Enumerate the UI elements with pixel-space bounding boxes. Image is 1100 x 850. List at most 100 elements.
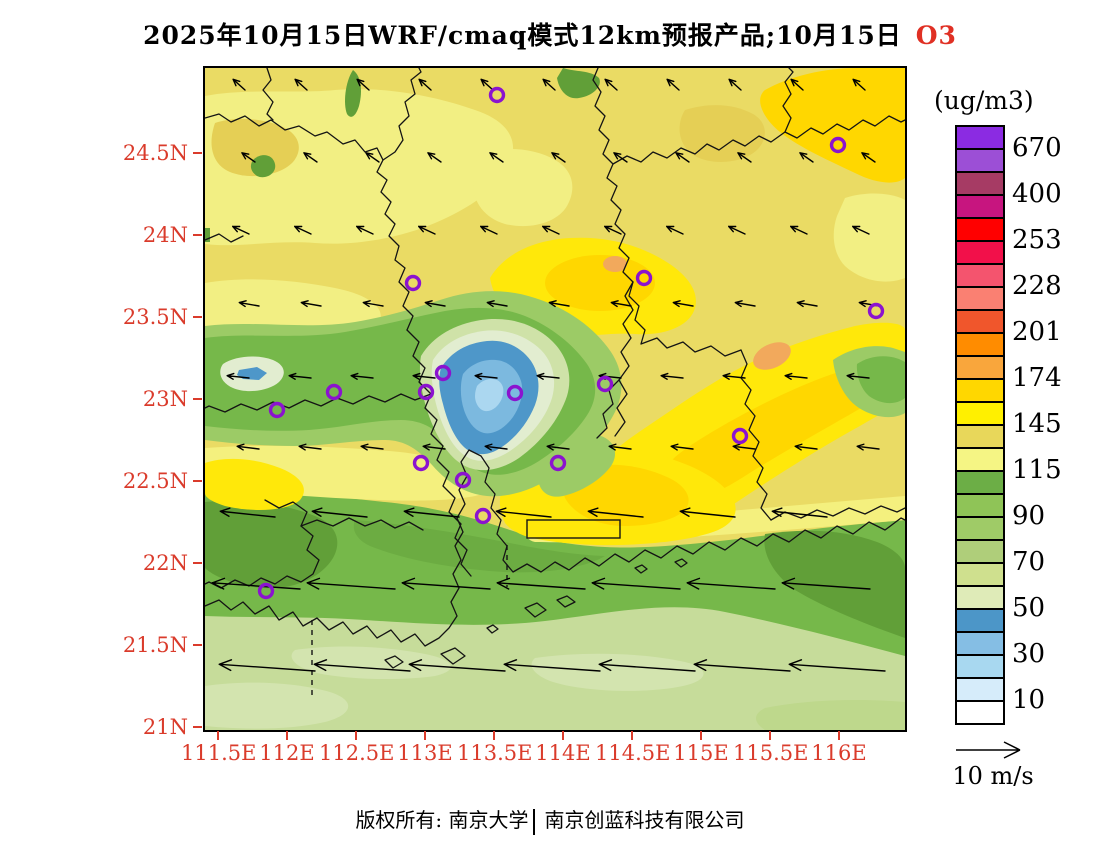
wind-arrow bbox=[722, 372, 746, 380]
wind-arrow bbox=[613, 152, 628, 163]
wind-arrow bbox=[313, 659, 411, 672]
lon-tick-label: 113.5E bbox=[457, 741, 533, 765]
colorbar-cell bbox=[957, 679, 1003, 702]
city-station-marker bbox=[596, 375, 614, 393]
wind-arrow bbox=[679, 507, 736, 518]
copyright-owner: 版权所有: 南京大学 bbox=[355, 808, 529, 832]
wind-arrow bbox=[412, 372, 436, 380]
wind-arrow bbox=[608, 443, 632, 451]
lon-tick-mark bbox=[493, 731, 495, 740]
lon-tick-mark bbox=[700, 731, 702, 740]
lat-tick-mark bbox=[193, 398, 202, 400]
station-markers bbox=[257, 86, 885, 600]
colorbar-tick-label: 90 bbox=[1012, 501, 1046, 531]
wind-arrow bbox=[603, 225, 622, 235]
wind-arrow bbox=[427, 152, 442, 163]
colorbar-tick-label: 253 bbox=[1012, 225, 1062, 255]
wind-arrow bbox=[350, 372, 374, 380]
colorbar-cell bbox=[957, 357, 1003, 380]
title-pollutant: O3 bbox=[915, 21, 957, 50]
wind-arrow bbox=[355, 225, 374, 235]
wind-arrow bbox=[794, 443, 818, 451]
footer-divider bbox=[532, 808, 535, 835]
wind-arrow bbox=[852, 78, 866, 91]
lon-tick-mark bbox=[286, 731, 288, 740]
region-inset-box bbox=[526, 519, 621, 539]
lon-tick-mark bbox=[355, 731, 357, 740]
colorbar-cell bbox=[957, 610, 1003, 633]
colorbar-tick-label: 70 bbox=[1012, 547, 1046, 577]
colorbar-tick-label: 145 bbox=[1012, 409, 1062, 439]
wind-arrow bbox=[362, 300, 384, 308]
wind-arrow bbox=[303, 152, 318, 163]
colorbar-cell bbox=[957, 702, 1003, 723]
colorbar-tick-label: 115 bbox=[1012, 455, 1062, 485]
wind-arrow bbox=[422, 443, 446, 451]
wind-arrow bbox=[672, 300, 694, 308]
wind-arrow bbox=[298, 443, 322, 451]
wind-arrow bbox=[480, 78, 494, 91]
wind-arrow bbox=[360, 443, 384, 451]
wind-arrow bbox=[541, 225, 560, 235]
wind-arrow bbox=[675, 152, 690, 163]
colorbar-cell bbox=[957, 311, 1003, 334]
wind-arrow bbox=[365, 152, 380, 163]
terrain-contours bbox=[205, 68, 905, 730]
wind-arrow bbox=[241, 152, 256, 163]
wind-arrow bbox=[536, 372, 560, 380]
city-station-marker bbox=[268, 401, 286, 419]
wind-arrow bbox=[486, 300, 508, 308]
wind-arrow bbox=[784, 372, 808, 380]
colorbar-cell bbox=[957, 127, 1003, 150]
colorbar-cell bbox=[957, 265, 1003, 288]
wind-arrow bbox=[790, 78, 804, 91]
lon-tick-label: 112E bbox=[259, 741, 315, 765]
city-station-marker bbox=[506, 384, 524, 402]
colorbar-tick-label: 30 bbox=[1012, 639, 1046, 669]
city-station-marker bbox=[404, 274, 422, 292]
wind-arrow bbox=[732, 443, 756, 451]
wind-arrow bbox=[660, 372, 684, 380]
lat-tick-mark bbox=[193, 234, 202, 236]
lat-tick-label: 24N bbox=[142, 223, 188, 247]
wind-arrow bbox=[408, 659, 506, 672]
city-station-marker bbox=[454, 471, 472, 489]
lat-tick-label: 23N bbox=[142, 387, 188, 411]
wind-arrow bbox=[727, 225, 746, 235]
wind-arrow bbox=[693, 659, 791, 672]
colorbar-tick-label: 228 bbox=[1012, 271, 1062, 301]
lat-tick-label: 22N bbox=[142, 551, 188, 575]
lon-tick-label: 113E bbox=[397, 741, 453, 765]
colorbar-cell bbox=[957, 242, 1003, 265]
city-station-marker bbox=[635, 269, 653, 287]
colorbar-tick-label: 10 bbox=[1012, 685, 1046, 715]
city-station-marker bbox=[549, 454, 567, 472]
colorbar-cell bbox=[957, 656, 1003, 679]
wind-arrow bbox=[734, 300, 756, 308]
wind-arrow bbox=[548, 300, 570, 308]
lat-tick-label: 22.5N bbox=[122, 469, 188, 493]
lat-tick-mark bbox=[193, 644, 202, 646]
wind-arrow bbox=[737, 152, 752, 163]
wind-arrow bbox=[546, 443, 570, 451]
wind-arrow bbox=[846, 372, 870, 380]
wind-arrow bbox=[587, 507, 644, 518]
wind-scale-arrow bbox=[956, 741, 1021, 759]
wind-arrow bbox=[293, 225, 312, 235]
city-station-marker bbox=[731, 427, 749, 445]
colorbar-cell bbox=[957, 150, 1003, 173]
wind-arrow bbox=[288, 372, 312, 380]
city-station-marker bbox=[829, 136, 847, 154]
colorbar-cell bbox=[957, 449, 1003, 472]
lon-tick-mark bbox=[217, 731, 219, 740]
lat-tick-label: 23.5N bbox=[122, 305, 188, 329]
lon-tick-label: 116E bbox=[811, 741, 867, 765]
lon-tick-label: 115E bbox=[673, 741, 729, 765]
colorbar-cell bbox=[957, 587, 1003, 610]
lon-tick-label: 114.5E bbox=[595, 741, 671, 765]
wind-arrow bbox=[417, 225, 436, 235]
wind-arrow bbox=[799, 152, 814, 163]
colorbar-cell bbox=[957, 288, 1003, 311]
lat-tick-mark bbox=[193, 726, 202, 728]
copyright-footer: 版权所有: 南京大学 南京创蓝科技有限公司 bbox=[0, 804, 1100, 835]
